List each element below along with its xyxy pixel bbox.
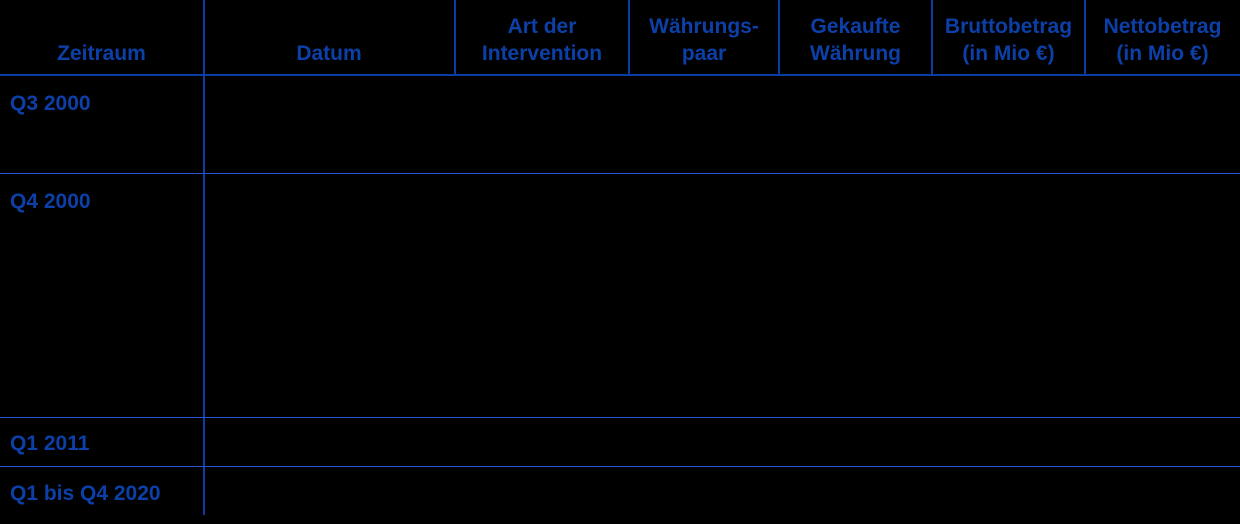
column-header-gekaufte: Gekaufte Währung xyxy=(810,15,901,65)
column-divider xyxy=(628,0,630,76)
column-divider xyxy=(778,0,780,76)
column-header-bruttobetrag: Bruttobetrag (in Mio €) xyxy=(944,15,1073,65)
column-divider xyxy=(1084,0,1086,76)
column-header-intervention: Art der Intervention xyxy=(481,15,603,65)
row-separator xyxy=(0,173,1240,174)
column-header-waehrungspaar: Währungs- paar xyxy=(649,15,759,65)
column-header-nettobetrag: Nettobetrag (in Mio €) xyxy=(1103,15,1222,65)
row-separator xyxy=(0,466,1240,467)
column-header-datum: Datum xyxy=(296,42,362,65)
row-label-q4-2000: Q4 2000 xyxy=(10,190,91,213)
column-divider xyxy=(931,0,933,76)
row-label-q1-2011: Q1 2011 xyxy=(10,432,90,455)
column-header-zeitraum: Zeitraum xyxy=(57,42,146,65)
row-label-q1-bis-q4-2020: Q1 bis Q4 2020 xyxy=(10,482,161,505)
row-label-q3-2000: Q3 2000 xyxy=(10,92,91,115)
header-underline xyxy=(0,74,1240,76)
column-divider xyxy=(454,0,456,76)
column-divider-zeitraum xyxy=(203,0,205,515)
row-separator xyxy=(0,417,1240,418)
